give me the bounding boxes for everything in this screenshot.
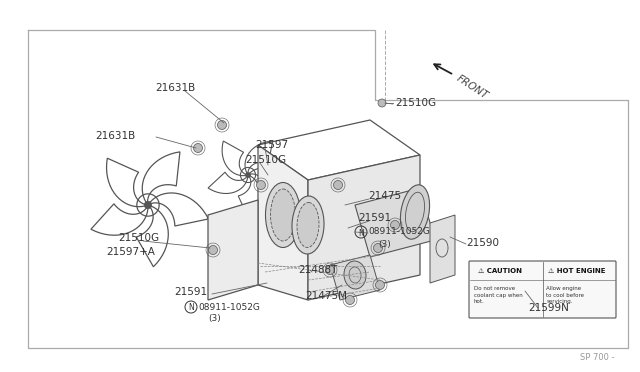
Ellipse shape: [292, 196, 324, 254]
Text: ⚠ CAUTION: ⚠ CAUTION: [478, 268, 522, 274]
Text: N: N: [188, 304, 194, 312]
FancyBboxPatch shape: [469, 261, 616, 318]
Ellipse shape: [271, 189, 296, 241]
Text: (3): (3): [378, 240, 391, 248]
Ellipse shape: [297, 202, 319, 247]
Text: FRONT: FRONT: [455, 73, 490, 101]
Circle shape: [218, 121, 227, 129]
Circle shape: [376, 280, 385, 289]
Circle shape: [333, 180, 342, 189]
Text: ⚠ HOT ENGINE: ⚠ HOT ENGINE: [547, 268, 605, 274]
Text: 21599N: 21599N: [528, 303, 569, 313]
Circle shape: [193, 144, 202, 153]
Text: 21475M: 21475M: [305, 291, 347, 301]
Text: SP 700 -: SP 700 -: [580, 353, 615, 362]
Circle shape: [374, 244, 383, 253]
Polygon shape: [308, 155, 420, 300]
Text: 21510G: 21510G: [118, 233, 159, 243]
Circle shape: [246, 173, 250, 177]
Text: Allow engine
to cool before
servicing.: Allow engine to cool before servicing.: [547, 286, 584, 304]
Text: 21510G: 21510G: [245, 155, 286, 165]
Circle shape: [144, 201, 152, 209]
Circle shape: [209, 246, 218, 254]
Ellipse shape: [266, 183, 301, 247]
Polygon shape: [208, 200, 258, 300]
Circle shape: [390, 221, 399, 230]
Text: 08911-1052G: 08911-1052G: [368, 228, 430, 237]
Text: 21591: 21591: [358, 213, 391, 223]
Text: 21631B: 21631B: [95, 131, 135, 141]
Text: 21488T: 21488T: [298, 265, 337, 275]
Text: 21510G: 21510G: [395, 98, 436, 108]
Polygon shape: [258, 145, 308, 300]
Polygon shape: [430, 215, 455, 283]
Ellipse shape: [344, 261, 366, 289]
Polygon shape: [355, 188, 435, 257]
Circle shape: [378, 99, 386, 107]
Text: Do not remove
coolant cap when
hot.: Do not remove coolant cap when hot.: [474, 286, 523, 304]
Text: (3): (3): [208, 314, 221, 324]
Text: 08911-1052G: 08911-1052G: [198, 302, 260, 311]
Circle shape: [257, 180, 266, 189]
Text: N: N: [358, 228, 364, 237]
Text: 21590: 21590: [466, 238, 499, 248]
Text: 21597: 21597: [255, 140, 288, 150]
Text: 21475: 21475: [368, 191, 401, 201]
Circle shape: [326, 266, 335, 275]
Circle shape: [346, 295, 355, 305]
Text: 21597+A: 21597+A: [106, 247, 155, 257]
Ellipse shape: [401, 185, 429, 239]
Polygon shape: [330, 255, 380, 300]
Text: 21591: 21591: [174, 287, 207, 297]
Text: 21631B: 21631B: [155, 83, 195, 93]
